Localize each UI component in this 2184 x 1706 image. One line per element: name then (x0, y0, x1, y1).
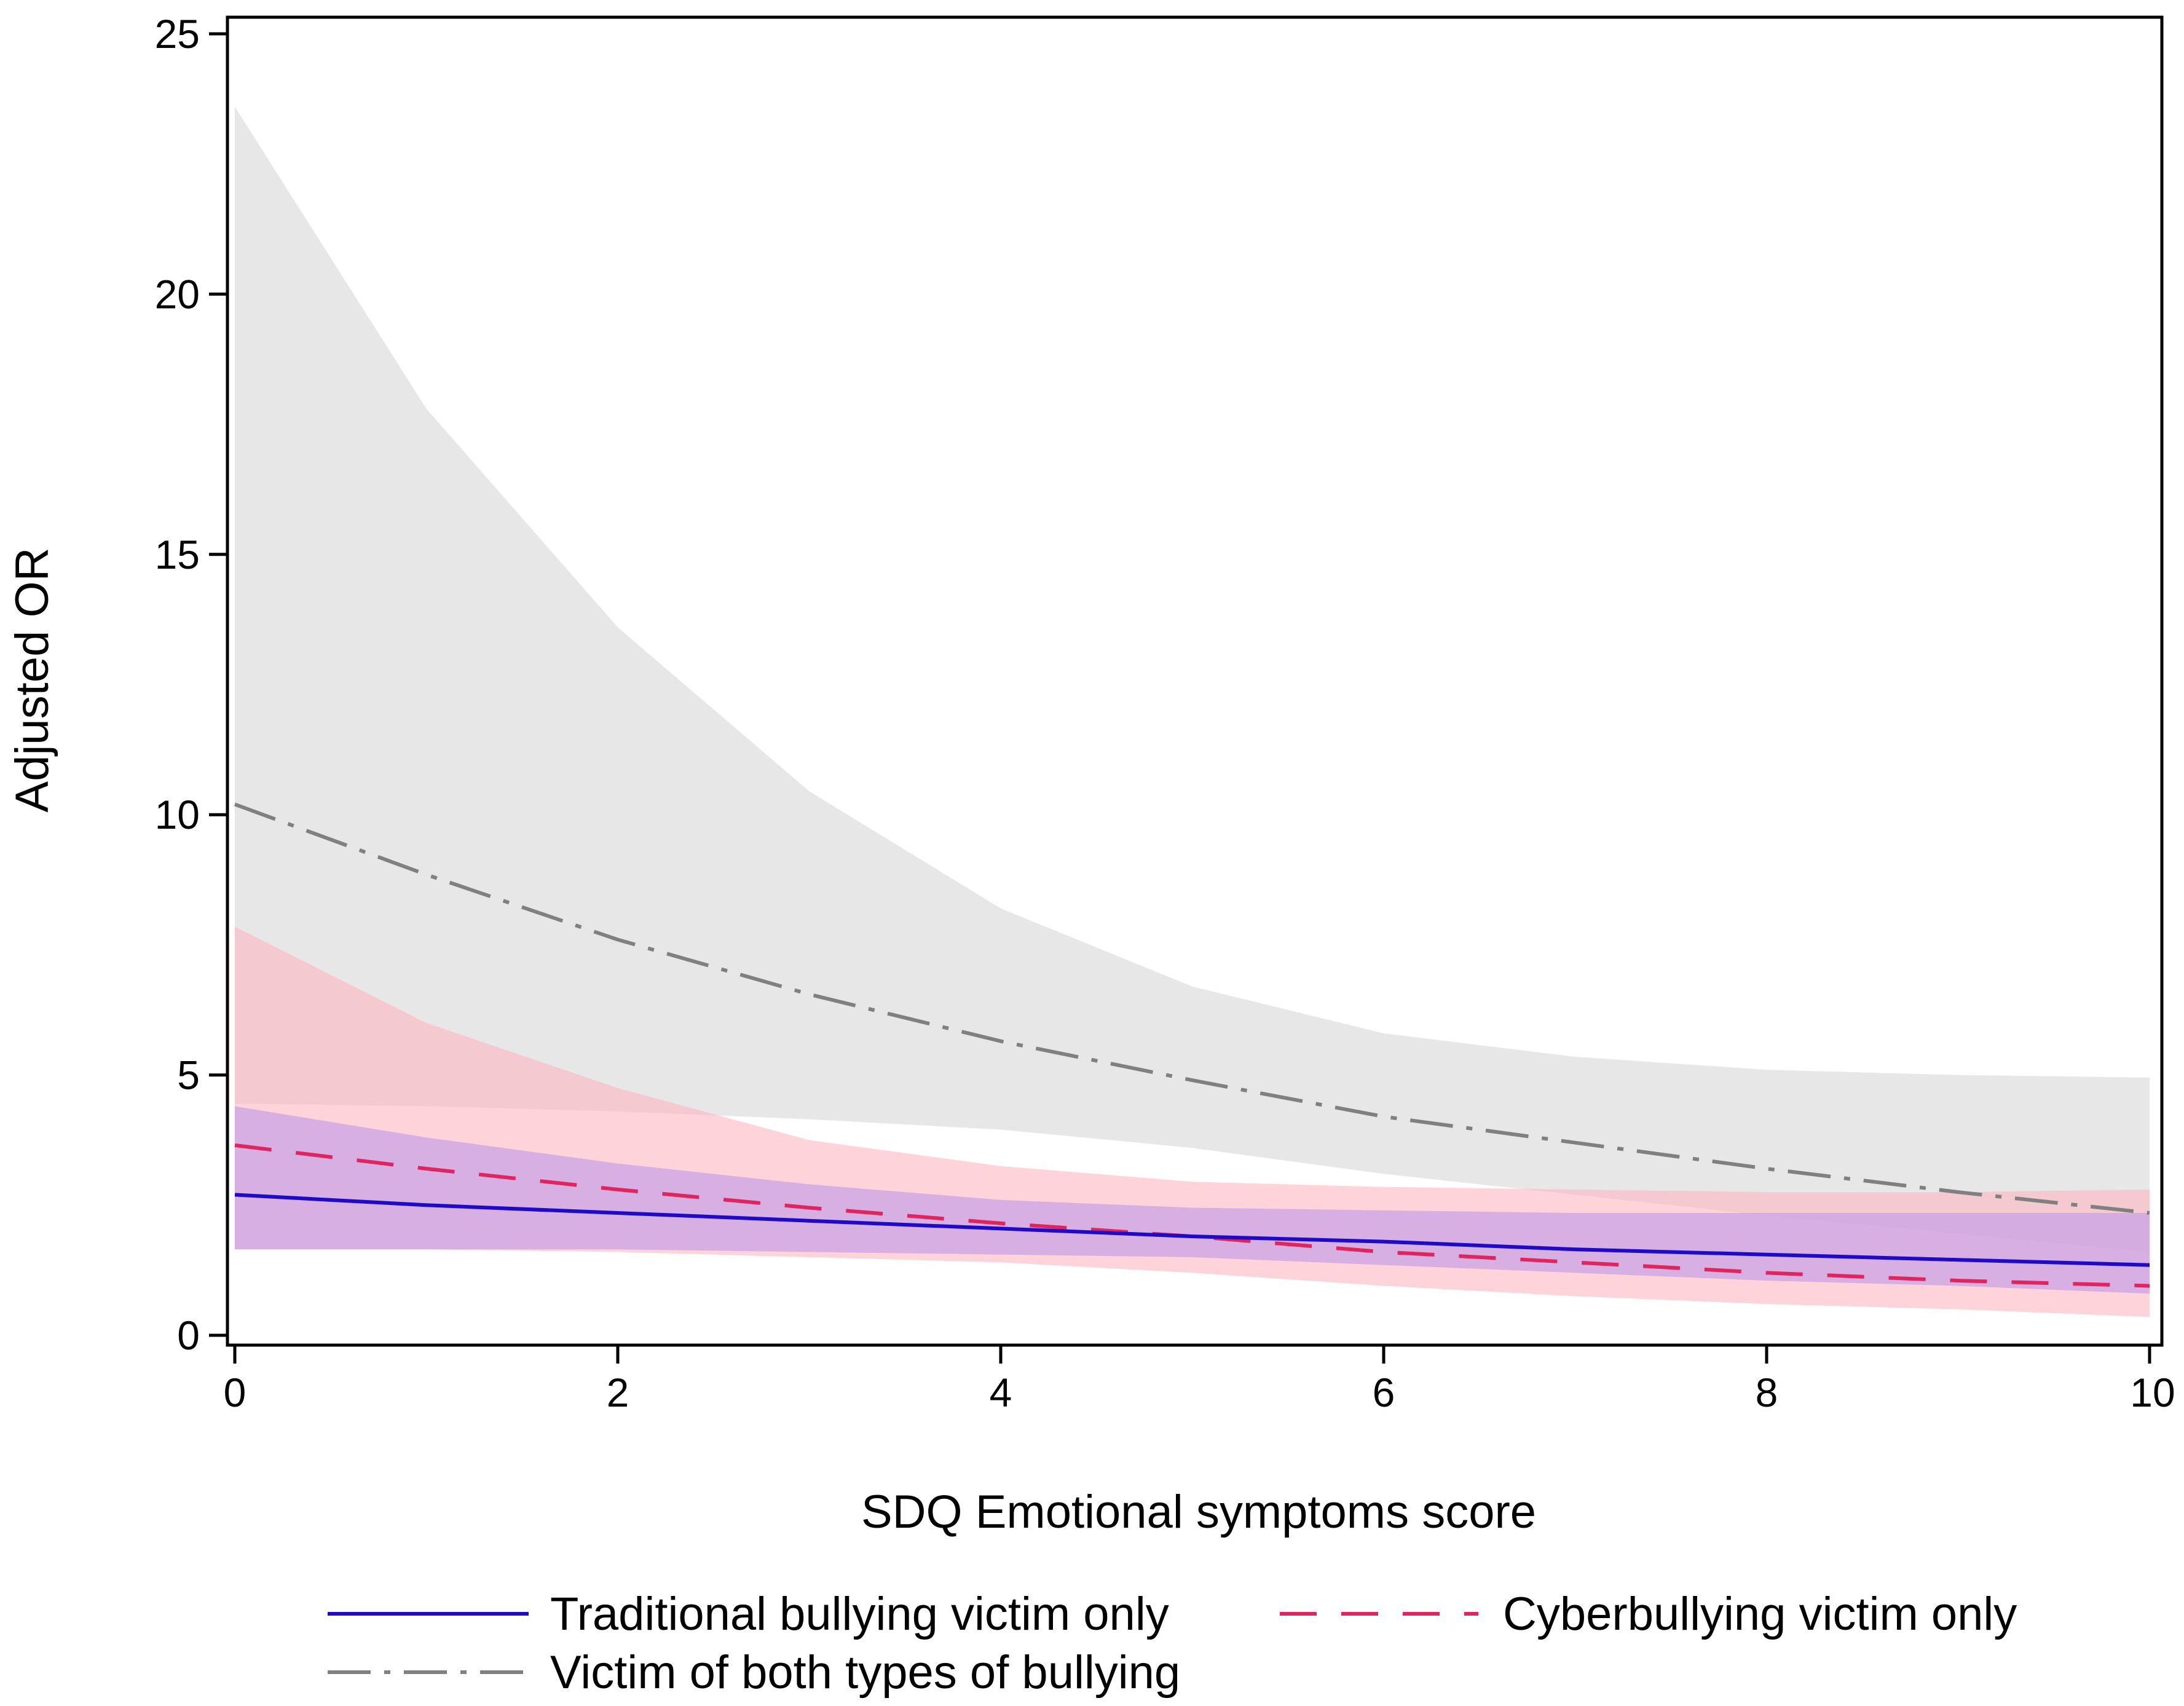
line-victim-of-both-types-of-bullying (234, 802, 2150, 1215)
y-tick-label-25: 25 (155, 11, 200, 57)
legend: Traditional bullying victim only Cyberbu… (328, 1588, 2017, 1699)
series-lines (234, 802, 2150, 1288)
y-tick-label-15: 15 (155, 532, 200, 577)
y-tick-label-10: 10 (155, 792, 200, 837)
y-tick-label-20: 20 (155, 271, 200, 317)
legend-label-both: Victim of both types of bullying (550, 1646, 1180, 1699)
x-axis: 0 2 4 6 8 10 (224, 1345, 2175, 1415)
y-tick-label-0: 0 (177, 1313, 200, 1358)
x-tick-label-8: 8 (1756, 1370, 1778, 1415)
y-axis-title: Adjusted OR (6, 548, 58, 813)
y-tick-label-5: 5 (177, 1052, 200, 1098)
x-tick-label-4: 4 (990, 1370, 1012, 1415)
x-tick-label-10: 10 (2130, 1370, 2175, 1415)
band-traditional-bullying-victim-only (235, 1106, 2150, 1294)
x-tick-label-0: 0 (224, 1370, 246, 1415)
x-tick-label-2: 2 (607, 1370, 629, 1415)
y-axis: 0 5 10 15 20 25 (155, 11, 227, 1358)
x-tick-label-6: 6 (1373, 1370, 1395, 1415)
confidence-bands (235, 106, 2150, 1317)
x-axis-title: SDQ Emotional symptoms score (861, 1486, 1536, 1538)
band-victim-of-both-types-of-bullying (235, 106, 2150, 1252)
legend-label-traditional: Traditional bullying victim only (550, 1588, 1169, 1640)
line-traditional-bullying-victim-only (234, 1193, 2150, 1267)
line-cyberbullying-victim-only (234, 1143, 2150, 1288)
legend-label-cyber: Cyberbullying victim only (1503, 1588, 2017, 1640)
plot-frame (226, 15, 2164, 1347)
